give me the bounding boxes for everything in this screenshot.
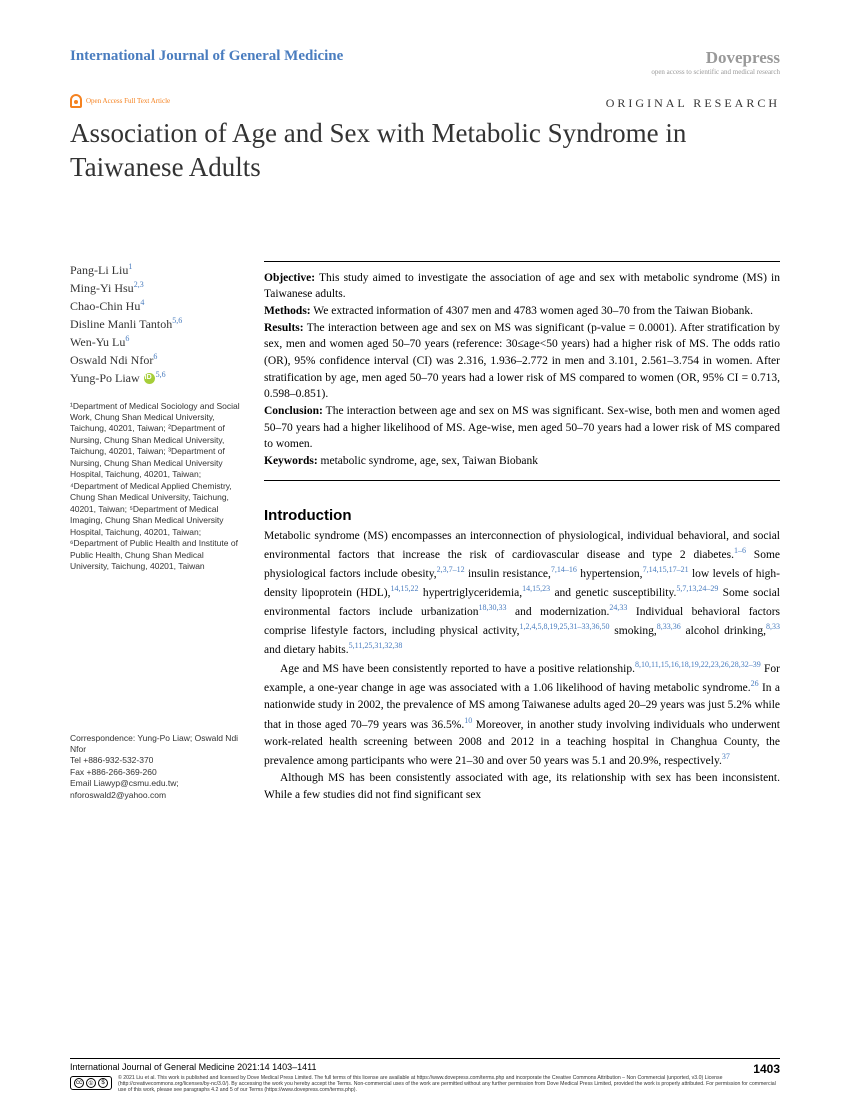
correspondence-block: Correspondence: Yung-Po Liaw; Oswald Ndi… xyxy=(70,733,242,802)
citation[interactable]: 8,33 xyxy=(766,622,780,631)
author-list: Pang-Li Liu1Ming-Yi Hsu2,3Chao-Chin Hu4D… xyxy=(70,261,242,387)
license-text: © 2021 Liu et al. This work is published… xyxy=(118,1076,780,1094)
intro-heading: Introduction xyxy=(264,507,780,524)
objective-label: Objective: xyxy=(264,272,315,284)
license-row: cc①$ © 2021 Liu et al. This work is publ… xyxy=(70,1076,780,1094)
cc-badge-icon: cc①$ xyxy=(70,1076,112,1090)
citation[interactable]: 7,14–16 xyxy=(551,565,577,574)
page-footer: International Journal of General Medicin… xyxy=(70,1058,780,1076)
methods-label: Methods: xyxy=(264,305,311,317)
publisher-block: Dovepress open access to scientific and … xyxy=(651,48,780,76)
abstract-block: Objective: This study aimed to investiga… xyxy=(264,261,780,481)
correspondence-label: Correspondence: xyxy=(70,733,135,743)
citation[interactable]: 5,7,13,24–29 xyxy=(676,584,718,593)
citation[interactable]: 7,14,15,17–21 xyxy=(643,565,689,574)
affiliations: ¹Department of Medical Sociology and Soc… xyxy=(70,401,242,573)
citation[interactable]: 2,3,7–12 xyxy=(437,565,465,574)
article-title: Association of Age and Sex with Metaboli… xyxy=(70,117,780,185)
orcid-icon[interactable] xyxy=(144,373,155,384)
keywords-label: Keywords: xyxy=(264,455,318,467)
citation[interactable]: 1,2,4,5,8,19,25,31–33,36,50 xyxy=(520,622,610,631)
correspondence-fax: Fax +886-266-369-260 xyxy=(70,767,157,777)
citation[interactable]: 5,11,25,31,32,38 xyxy=(349,641,403,650)
methods-text: We extracted information of 4307 men and… xyxy=(311,305,753,317)
author: Oswald Ndi Nfor6 xyxy=(70,351,242,369)
results-text: The interaction between age and sex on M… xyxy=(264,322,780,401)
results-label: Results: xyxy=(264,322,304,334)
citation[interactable]: 1–6 xyxy=(734,546,746,555)
citation[interactable]: 8,33,36 xyxy=(657,622,681,631)
author: Yung-Po Liaw 5,6 xyxy=(70,369,242,387)
citation[interactable]: 18,30,33 xyxy=(479,603,507,612)
open-access-label: Open Access Full Text Article xyxy=(86,97,170,105)
open-access-icon xyxy=(70,94,82,108)
footer-journal-info: International Journal of General Medicin… xyxy=(70,1062,317,1072)
conclusion-label: Conclusion: xyxy=(264,405,323,417)
author: Ming-Yi Hsu2,3 xyxy=(70,279,242,297)
author: Disline Manli Tantoh5,6 xyxy=(70,315,242,333)
correspondence-email: Email Liawyp@csmu.edu.tw; nforoswald2@ya… xyxy=(70,778,179,799)
intro-body: Metabolic syndrome (MS) encompasses an i… xyxy=(264,528,780,805)
objective-text: This study aimed to investigate the asso… xyxy=(264,272,780,301)
citation[interactable]: 24,33 xyxy=(609,603,627,612)
author: Chao-Chin Hu4 xyxy=(70,297,242,315)
citation[interactable]: 14,15,22 xyxy=(391,584,419,593)
article-type: ORIGINAL RESEARCH xyxy=(70,96,780,111)
citation[interactable]: 37 xyxy=(722,752,730,761)
footer-page-number: 1403 xyxy=(753,1062,780,1076)
publisher-tagline: open access to scientific and medical re… xyxy=(651,68,780,76)
publisher-name: Dovepress xyxy=(651,48,780,68)
correspondence-tel: Tel +886-932-532-370 xyxy=(70,755,153,765)
conclusion-text: The interaction between age and sex on M… xyxy=(264,405,780,450)
author: Wen-Yu Lu6 xyxy=(70,333,242,351)
citation[interactable]: 8,10,11,15,16,18,19,22,23,26,28,32–39 xyxy=(635,660,761,669)
citation[interactable]: 14,15,23 xyxy=(522,584,550,593)
journal-name: International Journal of General Medicin… xyxy=(70,48,343,65)
author: Pang-Li Liu1 xyxy=(70,261,242,279)
keywords-text: metabolic syndrome, age, sex, Taiwan Bio… xyxy=(318,455,538,467)
citation[interactable]: 26 xyxy=(751,679,759,688)
page-header: International Journal of General Medicin… xyxy=(70,48,780,76)
